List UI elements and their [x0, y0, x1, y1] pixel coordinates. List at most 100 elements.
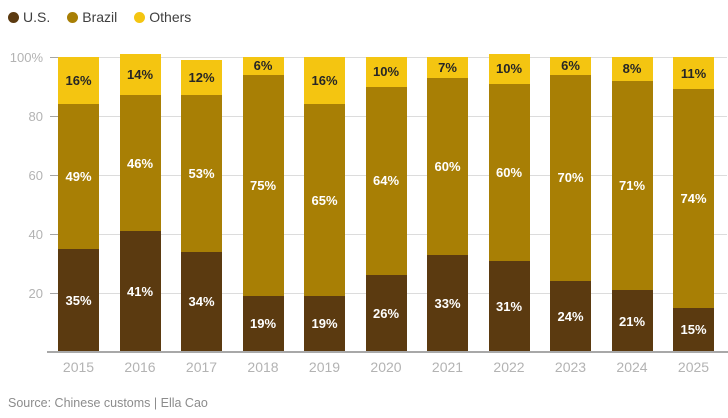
bar-value-label: 33% — [434, 295, 461, 311]
y-axis-tick — [50, 175, 58, 176]
bar-segment: 71% — [611, 80, 653, 291]
x-axis-label: 2019 — [308, 359, 341, 375]
bar-value-label: 70% — [557, 170, 584, 186]
x-axis-label: 2015 — [62, 359, 95, 375]
bar-segment: 49% — [58, 104, 99, 249]
bar-segment: 14% — [119, 54, 161, 96]
legend-dot-icon — [8, 11, 19, 23]
bar-segment: 6% — [550, 57, 591, 75]
bar-segment: 6% — [242, 57, 284, 75]
legend: U.S. Brazil Others — [8, 9, 191, 25]
bar-value-label: 24% — [557, 309, 584, 325]
bar-value-label: 14% — [126, 67, 154, 83]
bar-value-label: 64% — [372, 173, 400, 189]
legend-item-label: Brazil — [82, 9, 118, 25]
bar-segment: 16% — [58, 57, 99, 105]
bar-value-label: 46% — [126, 155, 154, 171]
bar-value-label: 15% — [680, 322, 707, 338]
bar-value-label: 71% — [618, 177, 646, 193]
legend-dot-icon — [134, 11, 146, 23]
bar-value-label: 19% — [311, 316, 338, 332]
bar-segment: 64% — [365, 86, 407, 276]
bar-value-label: 11% — [680, 65, 707, 81]
bar-segment: 12% — [181, 59, 222, 96]
bar-segment: 53% — [181, 95, 222, 252]
bar-value-label: 6% — [253, 58, 273, 74]
bar-segment: 15% — [673, 307, 714, 352]
bar-value-label: 12% — [188, 70, 215, 86]
bar-segment: 8% — [611, 57, 653, 81]
bar-segment: 21% — [611, 290, 653, 352]
legend-item: Others — [134, 9, 191, 25]
bar-value-label: 26% — [372, 306, 400, 322]
bar-value-label: 60% — [495, 164, 523, 180]
bar-segment: 70% — [550, 74, 591, 282]
bar-segment: 75% — [242, 74, 284, 296]
bar-value-label: 8% — [622, 61, 642, 77]
bar-segment: 60% — [427, 77, 468, 255]
x-axis-line — [47, 351, 728, 353]
y-axis-tick — [50, 57, 58, 58]
bar-segment: 10% — [365, 57, 407, 87]
bar-segment: 24% — [550, 281, 591, 352]
legend-item-label: Others — [149, 9, 192, 25]
x-axis-label: 2025 — [677, 359, 710, 375]
x-axis-label: 2018 — [247, 359, 279, 375]
y-axis-label: 60 — [28, 168, 43, 183]
legend-item: U.S. — [8, 9, 50, 25]
bar-segment: 41% — [119, 231, 161, 352]
bar-value-label: 16% — [311, 73, 338, 89]
legend-item: Brazil — [67, 9, 117, 25]
legend-item-label: U.S. — [23, 9, 51, 25]
source-note: Source: Chinese customs | Ella Cao — [8, 396, 208, 410]
bar-segment: 11% — [673, 57, 714, 90]
bar-segment: 34% — [181, 251, 222, 352]
bar-segment: 10% — [488, 54, 530, 84]
bar-value-label: 60% — [434, 158, 461, 174]
bar-segment: 46% — [119, 95, 161, 232]
legend-dot-icon — [67, 11, 79, 23]
y-axis-tick — [50, 234, 58, 235]
bar-segment: 19% — [242, 295, 284, 352]
bar-segment: 16% — [304, 57, 345, 105]
y-axis-tick — [50, 116, 58, 117]
x-axis-label: 2020 — [370, 359, 402, 375]
bar-segment: 74% — [673, 89, 714, 308]
bar-value-label: 31% — [495, 298, 523, 314]
bar-value-label: 75% — [249, 177, 277, 193]
bar-value-label: 19% — [249, 316, 277, 332]
x-axis-label: 2023 — [554, 359, 587, 375]
bar-value-label: 74% — [680, 191, 707, 207]
bar-value-label: 53% — [188, 166, 215, 182]
x-axis-label: 2024 — [616, 359, 648, 375]
bar-value-label: 7% — [438, 59, 457, 75]
bar-value-label: 35% — [65, 292, 92, 308]
bar-segment: 19% — [304, 295, 345, 352]
x-axis-label: 2022 — [493, 359, 525, 375]
bar-segment: 60% — [488, 83, 530, 261]
x-axis-label: 2021 — [431, 359, 464, 375]
bar-value-label: 21% — [618, 313, 646, 329]
bar-value-label: 65% — [311, 192, 338, 208]
bar-segment: 31% — [488, 260, 530, 352]
bar-value-label: 10% — [372, 64, 400, 80]
bar-value-label: 6% — [561, 58, 580, 74]
bar-value-label: 49% — [65, 168, 92, 184]
bar-value-label: 41% — [126, 284, 154, 300]
y-axis-label: 100% — [9, 50, 43, 65]
x-axis-label: 2017 — [185, 359, 218, 375]
y-axis-tick — [50, 293, 58, 294]
bar-segment: 35% — [58, 248, 99, 352]
bar-segment: 33% — [427, 254, 468, 352]
bar-value-label: 34% — [188, 294, 215, 310]
y-axis-label: 80 — [28, 109, 43, 124]
y-axis-label: 20 — [28, 286, 43, 301]
bar-segment: 65% — [304, 104, 345, 296]
bar-value-label: 10% — [495, 61, 523, 77]
y-axis-label: 40 — [28, 227, 43, 242]
bar-segment: 26% — [365, 275, 407, 352]
bar-value-label: 16% — [65, 73, 92, 89]
bar-segment: 7% — [427, 57, 468, 78]
x-axis-label: 2016 — [124, 359, 156, 375]
